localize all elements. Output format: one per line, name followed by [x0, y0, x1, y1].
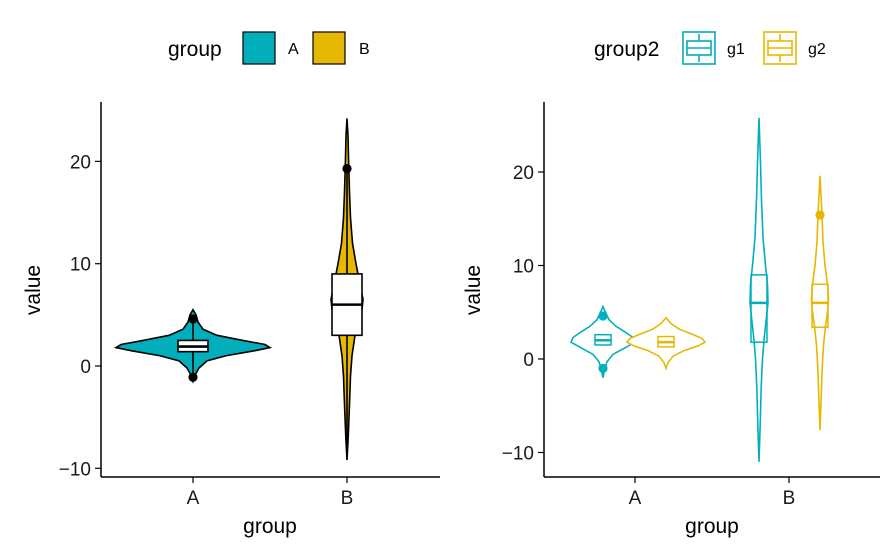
legend-left: group A B: [168, 31, 370, 65]
violin-group-B-g2: [810, 175, 830, 431]
right-ytick-label: 0: [523, 350, 534, 371]
left-xtick-label-B: B: [341, 488, 354, 509]
right-ytick-label: 10: [513, 257, 534, 278]
legend-key-B: [312, 31, 346, 65]
outlier-point: [188, 314, 198, 324]
right-xtick-label-B: B: [783, 488, 796, 509]
outlier-point: [598, 363, 608, 373]
box-iqr: [811, 283, 829, 328]
right-x-axis-title: group: [685, 515, 739, 538]
legend-key-g2: [763, 31, 797, 65]
left-ytick-label: 10: [70, 255, 91, 276]
legend-label-B: B: [359, 41, 370, 58]
legend-right: group2 g1 g2: [594, 31, 826, 65]
violin-group-A-g2: [625, 316, 707, 371]
legend-right-title: group2: [594, 38, 659, 61]
left-y-axis-title: value: [22, 265, 45, 315]
violin-group-A-g1: [569, 304, 637, 378]
legend-key-A: [242, 31, 276, 65]
violin-group-B-g1: [749, 117, 769, 462]
right-xtick-label-A: A: [629, 488, 642, 509]
outlier-point: [598, 311, 608, 321]
left-x-axis-title: group: [243, 515, 297, 538]
violin-group-A: [113, 308, 273, 384]
right-ytick-label: −10: [502, 444, 534, 465]
legend-label-g1: g1: [727, 41, 745, 58]
outlier-point: [342, 163, 352, 174]
right-ytick-label: 20: [513, 163, 534, 184]
left-panel: −10 0 10 20 A B group value: [22, 102, 440, 538]
legend-label-A: A: [288, 41, 299, 58]
left-ytick-label: 20: [70, 152, 91, 173]
violin-group-B: [330, 118, 364, 461]
left-ytick-label: −10: [59, 459, 91, 480]
right-y-axis-title: value: [462, 265, 485, 315]
violin-A-g1: [569, 304, 637, 378]
outlier-point: [188, 372, 198, 382]
violin-B-g1: [749, 117, 769, 462]
box-iqr: [750, 274, 768, 343]
legend-left-title: group: [168, 38, 222, 61]
left-ytick-label: 0: [80, 357, 91, 378]
left-xtick-label-A: A: [187, 488, 200, 509]
legend-label-g2: g2: [808, 41, 826, 58]
legend-key-g1: [682, 31, 716, 65]
outlier-point: [815, 210, 825, 220]
right-panel: −10 0 10 20 A B group value: [462, 102, 880, 538]
